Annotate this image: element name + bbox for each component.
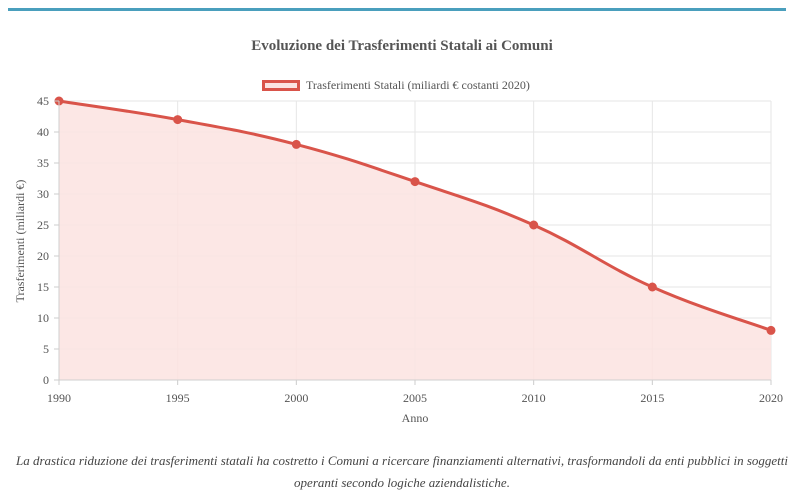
x-tick-label: 2015 xyxy=(640,391,664,405)
y-tick-label: 20 xyxy=(37,249,49,263)
y-tick-label: 45 xyxy=(37,94,49,108)
x-tick-label: 1990 xyxy=(47,391,71,405)
legend[interactable]: Trasferimenti Statali (miliardi € costan… xyxy=(262,76,530,94)
top-divider xyxy=(8,8,786,11)
data-point[interactable] xyxy=(766,325,776,335)
y-axis-label: Trasferimenti (miliardi €) xyxy=(13,180,27,303)
data-points xyxy=(54,96,776,335)
chart-title: Evoluzione dei Trasferimenti Statali ai … xyxy=(251,38,553,54)
y-tick-label: 0 xyxy=(43,373,49,387)
y-tick-label: 30 xyxy=(37,187,49,201)
y-tick-label: 35 xyxy=(37,156,49,170)
x-tick-label: 1995 xyxy=(166,391,190,405)
x-tick-labels: 1990 1995 2000 2005 2010 2015 2020 xyxy=(47,391,783,405)
legend-swatch xyxy=(262,79,300,91)
x-tick-label: 2000 xyxy=(284,391,308,405)
y-tick-label: 5 xyxy=(43,342,49,356)
x-tick-label: 2010 xyxy=(522,391,546,405)
x-tick-label: 2020 xyxy=(759,391,783,405)
x-tick-label: 2005 xyxy=(403,391,427,405)
x-axis-label: Anno xyxy=(402,411,429,425)
y-tick-label: 40 xyxy=(37,125,49,139)
data-point[interactable] xyxy=(410,177,420,187)
data-point[interactable] xyxy=(291,139,301,149)
caption: La drastica riduzione dei trasferimenti … xyxy=(15,453,789,490)
line-chart: 0 5 10 15 20 25 30 35 40 45 1990 1995 2000 2005 2010 2… xyxy=(13,94,783,425)
y-tick-label: 15 xyxy=(37,280,49,294)
y-tick-label: 25 xyxy=(37,218,49,232)
y-tick-labels: 0 5 10 15 20 25 30 35 40 45 xyxy=(37,94,49,387)
series-area xyxy=(59,101,771,380)
data-point[interactable] xyxy=(647,282,657,292)
data-point[interactable] xyxy=(529,220,539,230)
data-point[interactable] xyxy=(173,115,183,125)
axes xyxy=(54,100,772,385)
legend-label: Trasferimenti Statali (miliardi € costan… xyxy=(306,77,530,92)
y-tick-label: 10 xyxy=(37,311,49,325)
